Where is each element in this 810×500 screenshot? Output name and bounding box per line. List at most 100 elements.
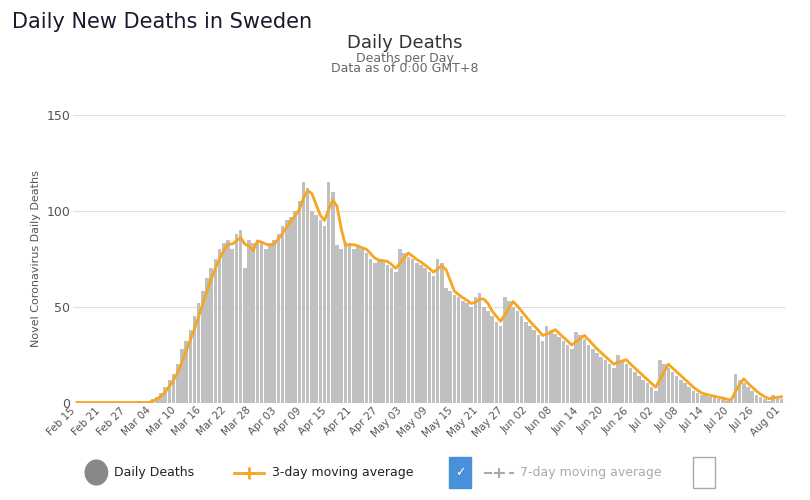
Bar <box>642 380 645 402</box>
Bar <box>482 306 485 402</box>
Bar <box>436 259 440 402</box>
Bar <box>775 397 779 402</box>
Bar <box>520 316 523 402</box>
Text: Daily Deaths: Daily Deaths <box>113 466 194 479</box>
Bar <box>688 387 691 402</box>
Bar <box>394 272 398 402</box>
Bar <box>536 336 540 402</box>
Bar <box>268 244 271 402</box>
Bar <box>570 349 573 403</box>
Text: Daily New Deaths in Sweden: Daily New Deaths in Sweden <box>12 12 313 32</box>
Bar <box>771 395 775 402</box>
FancyBboxPatch shape <box>693 457 715 488</box>
Bar <box>318 220 322 402</box>
Bar <box>486 310 490 402</box>
Bar <box>767 400 770 402</box>
Bar <box>650 387 654 402</box>
Bar <box>582 339 586 402</box>
Bar <box>369 259 373 402</box>
Bar <box>377 259 381 402</box>
Bar <box>281 226 284 402</box>
Bar <box>461 301 465 402</box>
Bar <box>222 244 226 402</box>
Bar <box>260 244 263 402</box>
Bar <box>235 234 238 402</box>
Bar <box>587 345 590 403</box>
Bar <box>734 374 737 402</box>
Bar <box>457 297 460 403</box>
Bar <box>692 391 695 402</box>
Bar <box>742 384 745 402</box>
Text: Deaths per Day: Deaths per Day <box>356 52 454 65</box>
Bar <box>185 341 188 402</box>
Bar <box>561 341 565 402</box>
Bar <box>210 268 213 402</box>
Bar <box>172 374 175 402</box>
Bar <box>721 398 725 402</box>
Bar <box>453 295 456 403</box>
Bar <box>675 376 679 402</box>
Bar <box>490 316 494 402</box>
Bar <box>197 303 200 402</box>
Bar <box>399 249 402 402</box>
Bar <box>507 301 511 402</box>
Bar <box>746 387 750 402</box>
Bar <box>403 253 406 402</box>
Bar <box>189 330 192 402</box>
Bar <box>503 297 506 403</box>
Bar <box>428 272 431 402</box>
Bar <box>306 188 309 402</box>
Bar <box>684 384 687 402</box>
Bar <box>725 400 729 402</box>
Bar <box>700 395 704 402</box>
Bar <box>297 201 301 402</box>
Bar <box>679 380 683 402</box>
Bar <box>646 384 649 402</box>
Bar <box>557 338 561 402</box>
Bar <box>704 395 708 402</box>
Bar <box>424 268 427 402</box>
Bar <box>322 226 326 402</box>
Bar <box>595 352 599 403</box>
Bar <box>599 356 603 403</box>
Bar <box>293 211 297 402</box>
Bar <box>591 349 595 403</box>
Bar <box>356 246 360 402</box>
Bar <box>633 372 637 402</box>
FancyBboxPatch shape <box>449 457 471 488</box>
Bar <box>532 330 536 402</box>
Bar <box>553 334 556 402</box>
Bar <box>201 292 205 403</box>
Bar <box>445 288 448 403</box>
Bar <box>226 240 230 402</box>
Bar <box>327 182 330 402</box>
Ellipse shape <box>85 460 108 485</box>
Bar <box>180 349 184 403</box>
Bar <box>478 293 481 403</box>
Bar <box>231 249 234 402</box>
Text: 7-day moving average: 7-day moving average <box>520 466 661 479</box>
Bar <box>432 276 435 402</box>
Bar <box>625 364 628 403</box>
Bar <box>516 310 519 402</box>
Bar <box>160 393 163 402</box>
Bar <box>671 372 674 402</box>
Bar <box>382 260 385 402</box>
Bar <box>717 398 720 402</box>
Bar <box>276 234 280 402</box>
Bar <box>545 326 548 402</box>
Y-axis label: Novel Coronavirus Daily Deaths: Novel Coronavirus Daily Deaths <box>31 170 40 347</box>
Bar <box>470 306 473 402</box>
Bar <box>272 240 276 402</box>
Bar <box>302 182 305 402</box>
Bar <box>616 354 620 403</box>
Bar <box>524 322 527 402</box>
Bar <box>347 244 352 402</box>
Bar <box>629 368 633 402</box>
Bar <box>730 400 733 402</box>
Bar <box>264 249 267 402</box>
Bar <box>390 268 394 402</box>
Bar <box>251 244 255 402</box>
Bar <box>667 368 670 402</box>
Bar <box>608 364 612 403</box>
